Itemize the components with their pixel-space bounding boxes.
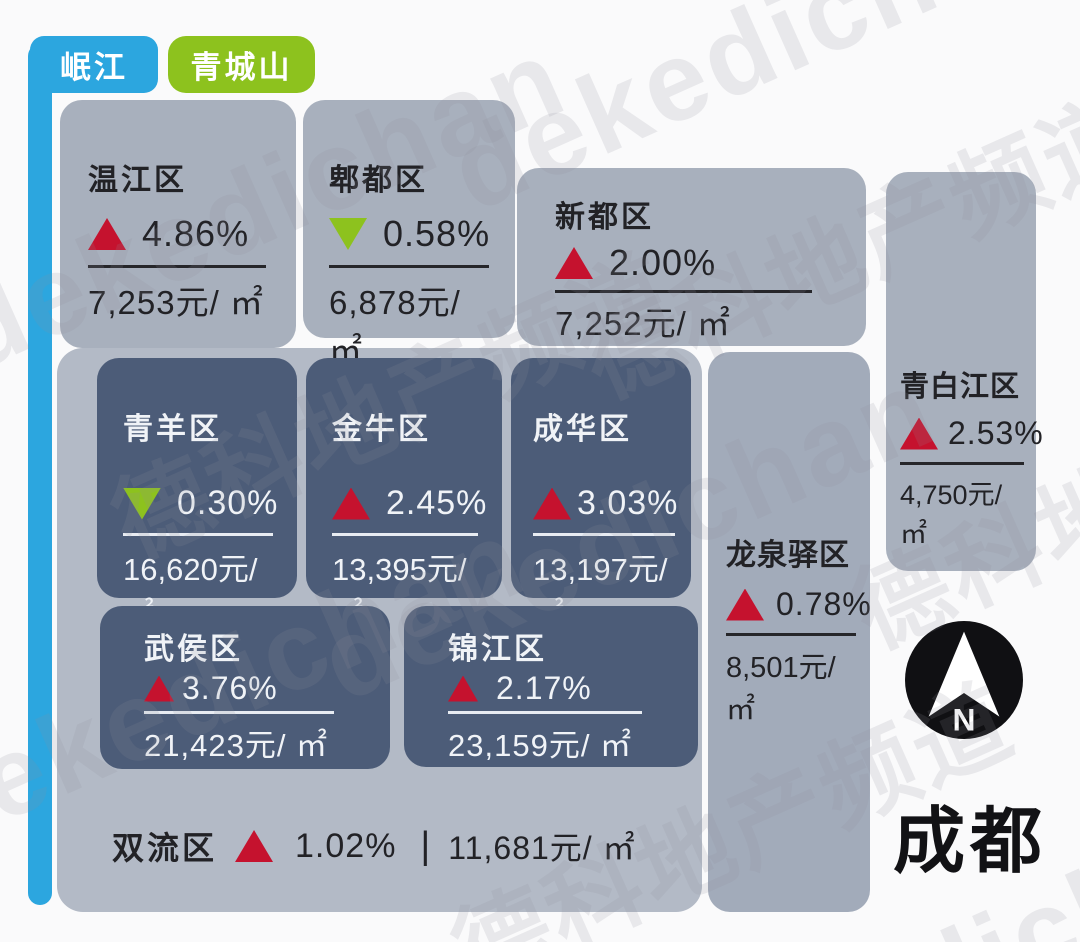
up-triangle-icon bbox=[533, 487, 571, 520]
up-triangle-icon bbox=[144, 675, 174, 702]
district-row-shuangliu: 双流区 1.02% | 11,681元/ ㎡ bbox=[112, 818, 636, 874]
up-triangle-icon bbox=[726, 588, 764, 621]
up-triangle-icon bbox=[88, 218, 126, 250]
district-price: 8,501元/ ㎡ bbox=[726, 652, 836, 726]
district-name: 青白江区 bbox=[900, 371, 1021, 403]
up-triangle-icon bbox=[448, 675, 478, 702]
district-change: 4.86% bbox=[88, 213, 249, 255]
up-triangle-icon bbox=[332, 487, 370, 520]
district-name: 锦江区 bbox=[448, 633, 547, 666]
district-card-jinniu: 金牛区 2.45% 13,395元/ ㎡ bbox=[306, 358, 502, 632]
change-value: 3.03% bbox=[577, 484, 679, 522]
district-price: 4,750元/ ㎡ bbox=[900, 480, 1003, 549]
district-name: 新都区 bbox=[555, 201, 654, 234]
city-title: 成都 bbox=[893, 802, 1048, 882]
compass-north-letter: N bbox=[953, 702, 976, 738]
district-price: 7,252元/ ㎡ bbox=[555, 305, 731, 342]
change-value: 2.17% bbox=[496, 670, 592, 706]
change-value: 4.86% bbox=[142, 213, 250, 254]
district-name: 郫都区 bbox=[329, 164, 428, 197]
district-name: 成华区 bbox=[533, 413, 632, 446]
divider-rule bbox=[555, 290, 812, 293]
district-name: 青羊区 bbox=[123, 413, 222, 446]
divider-rule bbox=[123, 533, 273, 536]
district-name: 温江区 bbox=[88, 164, 187, 197]
divider-rule bbox=[329, 265, 489, 268]
down-triangle-icon bbox=[329, 218, 367, 250]
change-value: 2.00% bbox=[609, 242, 717, 283]
district-card-qingyang: 青羊区 0.30% 16,620元/ ㎡ bbox=[97, 358, 297, 632]
district-price: 6,878元/ ㎡ bbox=[329, 284, 461, 369]
up-triangle-icon bbox=[900, 417, 938, 450]
district-card-qingbaijiang: 青白江区 2.53% 4,750元/ ㎡ bbox=[886, 172, 1043, 571]
district-card-xindu: 新都区 2.00% 7,252元/ ㎡ bbox=[517, 168, 866, 346]
district-name: 龙泉驿区 bbox=[726, 539, 850, 572]
divider-rule bbox=[900, 462, 1024, 465]
change-value: 0.30% bbox=[177, 484, 279, 522]
divider-rule bbox=[144, 711, 335, 714]
tab-qingchengshan: 青城山 bbox=[168, 36, 315, 93]
district-change: 0.78% bbox=[726, 586, 872, 623]
district-change: 0.30% bbox=[123, 484, 278, 523]
north-compass-icon: N bbox=[905, 621, 1023, 739]
district-card-pidu: 郫都区 0.58% 6,878元/ ㎡ bbox=[303, 100, 515, 369]
district-card-wuhou: 武侯区 3.76% 21,423元/ ㎡ bbox=[100, 606, 390, 769]
district-change: 0.58% bbox=[329, 213, 490, 255]
change-value: 2.53% bbox=[948, 415, 1044, 451]
divider-rule bbox=[448, 711, 642, 714]
district-name: 金牛区 bbox=[332, 413, 431, 446]
district-card-chenghua: 成华区 3.03% 13,197元/ ㎡ bbox=[511, 358, 691, 632]
tab-minjiang: 岷江 bbox=[30, 36, 158, 93]
change-value: 0.78% bbox=[776, 586, 872, 622]
district-change: 2.17% bbox=[448, 670, 592, 707]
divider-rule bbox=[332, 533, 478, 536]
district-price: 11,681元/ ㎡ bbox=[448, 830, 636, 866]
down-triangle-icon bbox=[123, 487, 161, 520]
district-name: 武侯区 bbox=[144, 633, 243, 666]
district-price: 23,159元/ ㎡ bbox=[448, 728, 633, 763]
up-triangle-icon bbox=[555, 247, 593, 279]
divider-rule bbox=[88, 265, 266, 268]
district-price: 21,423元/ ㎡ bbox=[144, 728, 329, 763]
district-change: 2.53% bbox=[900, 415, 1044, 452]
district-price: 7,253元/ ㎡ bbox=[88, 284, 264, 321]
district-change: 2.45% bbox=[332, 484, 487, 523]
change-value: 1.02% bbox=[295, 826, 397, 865]
district-card-longquanyi: 龙泉驿区 0.78% 8,501元/ ㎡ bbox=[708, 352, 872, 912]
district-change: 3.03% bbox=[533, 484, 678, 523]
pipe-divider: | bbox=[420, 824, 431, 867]
district-change: 2.00% bbox=[555, 242, 716, 284]
change-value: 3.76% bbox=[182, 670, 278, 706]
minjiang-river-bar bbox=[28, 44, 52, 905]
up-triangle-icon bbox=[235, 830, 274, 862]
divider-rule bbox=[726, 633, 856, 636]
change-value: 2.45% bbox=[386, 484, 488, 522]
district-change: 3.76% bbox=[144, 670, 278, 707]
divider-rule bbox=[533, 533, 675, 536]
district-name: 双流区 bbox=[112, 830, 218, 866]
tab-minjiang-label: 岷江 bbox=[60, 50, 128, 85]
district-card-wenjiang: 温江区 4.86% 7,253元/ ㎡ bbox=[60, 100, 296, 348]
district-price: 13,395元/ ㎡ bbox=[332, 552, 467, 632]
district-change: 1.02% bbox=[235, 827, 396, 866]
tab-qingchengshan-label: 青城山 bbox=[190, 50, 293, 85]
change-value: 0.58% bbox=[383, 213, 491, 254]
district-card-jinjiang: 锦江区 2.17% 23,159元/ ㎡ bbox=[404, 606, 698, 767]
